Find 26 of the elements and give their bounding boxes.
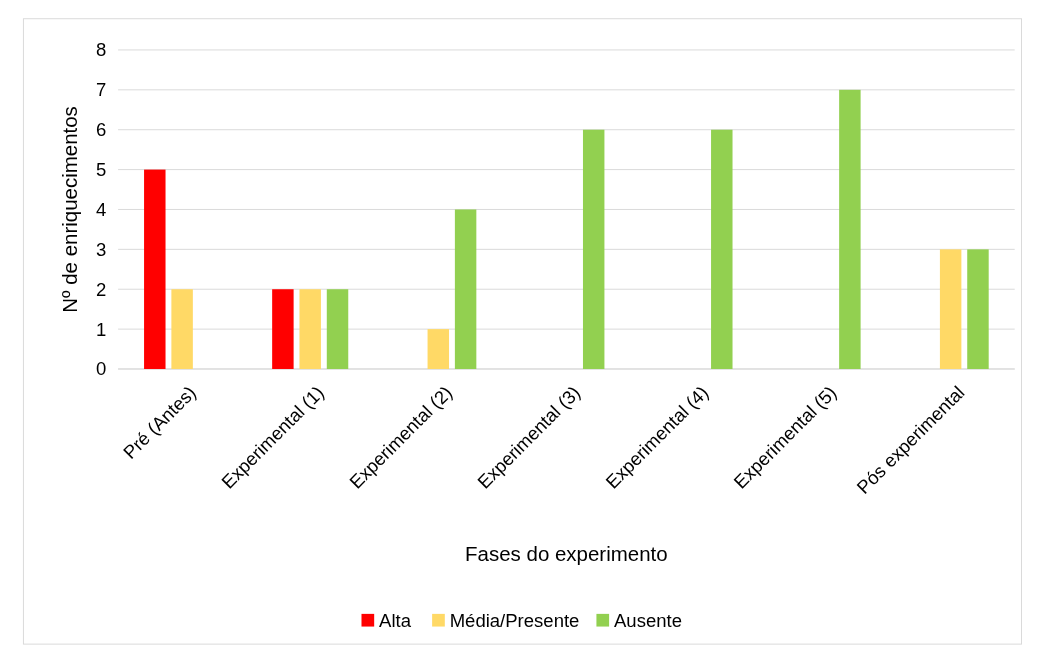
bar (171, 289, 193, 369)
y-tick-label: 5 (96, 159, 107, 181)
y-tick-label: 8 (96, 39, 107, 61)
bar (839, 89, 861, 369)
legend-label: Ausente (613, 610, 682, 632)
legend-label: Alta (379, 610, 412, 632)
legend-label: Média/Presente (449, 610, 580, 632)
y-tick-label: 6 (96, 119, 107, 141)
y-tick-label: 1 (96, 318, 107, 340)
y-axis-title: Nº de enriquecimentos (58, 106, 82, 313)
bar (711, 129, 733, 369)
bar (299, 289, 321, 369)
bar (272, 289, 294, 369)
y-tick-label: 4 (96, 198, 107, 220)
bar (326, 289, 349, 369)
y-tick-label: 0 (96, 358, 107, 380)
bar (427, 329, 450, 369)
bar (454, 209, 477, 369)
bar (144, 169, 166, 369)
y-tick-label: 7 (96, 79, 107, 101)
bar (582, 129, 605, 369)
y-tick-label: 2 (96, 278, 107, 300)
bar (967, 249, 989, 369)
y-tick-label: 3 (96, 238, 107, 260)
bar (939, 249, 962, 369)
x-axis-title: Fases do experimento (465, 542, 668, 566)
